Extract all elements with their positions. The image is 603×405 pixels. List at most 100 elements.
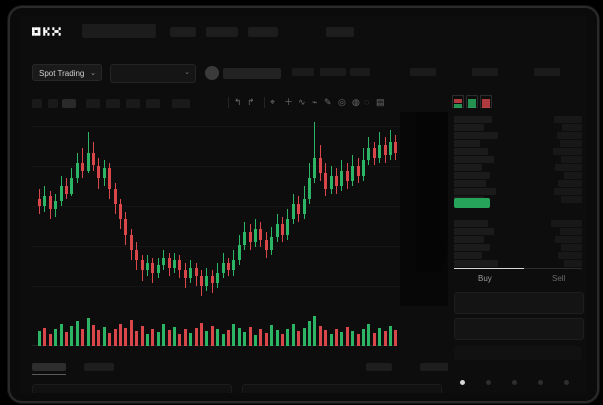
trade-mode-selector[interactable]: Spot Trading ⌄ [32,64,102,81]
orderbook-both-icon[interactable] [452,95,464,108]
timeframe-5[interactable] [106,99,120,108]
candle-wick [265,232,267,258]
pagination-dot-2[interactable] [486,380,491,385]
nav-item-3[interactable] [248,27,278,37]
candle [302,185,306,220]
volume-bar [156,331,160,346]
orderbook-row[interactable] [454,124,484,131]
eye-icon[interactable]: ◍ [352,97,360,107]
candle-wick [49,191,51,220]
volume-bar [302,327,306,346]
trash-icon[interactable]: ▤ [376,97,385,107]
pagination-dot-5[interactable] [564,380,569,385]
volume-bar [183,329,187,346]
nav-item-4[interactable] [326,27,354,37]
candle-wick [330,165,332,194]
timeframe-3[interactable] [62,99,76,108]
timeframe-1[interactable] [32,99,42,108]
volume-bar [59,324,63,346]
candle-wick [60,175,62,207]
volume-bar [151,328,155,346]
search-input[interactable] [82,24,156,38]
orders-panel-right[interactable] [242,384,442,393]
okx-logo[interactable] [32,25,74,38]
orderbook-row-size [559,140,582,147]
cursor-icon[interactable]: ⌖ [270,97,276,107]
tab-buy[interactable]: Buy [478,274,492,283]
pair-selector[interactable]: ⌄ [110,64,196,83]
orderbook-row[interactable] [454,164,482,171]
timeframe-7[interactable] [146,99,160,108]
orderbook-row[interactable] [454,236,484,243]
nav-item-2[interactable] [206,27,238,37]
candle-wick [314,122,316,184]
fib-icon[interactable]: ⌁ [312,97,318,107]
volume-bar [92,325,95,346]
tab-settings[interactable] [420,363,450,371]
orderbook-row[interactable] [454,132,498,139]
volume-bar [281,334,284,346]
orderbook-bids-icon[interactable] [466,95,478,108]
buy-tab-underline [454,268,524,269]
pagination-dot-3[interactable] [512,380,517,385]
nav-item-1[interactable] [170,27,196,37]
candle-wick [163,249,165,271]
timeframe-2[interactable] [48,99,58,108]
volume-bar [248,326,252,346]
indicator-button[interactable] [172,99,190,108]
candle-wick [373,142,375,166]
candle [167,252,171,276]
candle-wick [260,221,262,248]
orderbook-row[interactable] [454,172,490,179]
magnet-icon[interactable]: ◎ [338,97,346,107]
candle [340,160,344,192]
lock-icon[interactable]: ◌ [364,97,370,107]
volume-bar [146,333,149,346]
orderbook-row[interactable] [454,188,496,195]
orderbook-row[interactable] [454,140,480,147]
orderbook-row[interactable] [454,148,488,155]
candle [351,155,355,186]
candle-wick [130,229,132,261]
orderbook-row[interactable] [454,116,492,123]
order-amount-field[interactable] [454,318,584,340]
candle-wick [66,178,67,199]
candle [194,262,198,286]
candle-wick [255,219,256,248]
tab-sell[interactable]: Sell [552,274,566,283]
volume-bar [162,324,166,346]
pagination-dot-4[interactable] [538,380,543,385]
orderbook-row[interactable] [454,220,488,227]
volume-bar [205,331,209,346]
undo-icon[interactable]: ↰ [234,97,242,107]
orderbook-row[interactable] [454,180,486,187]
tab-filter[interactable] [366,363,392,371]
orderbook-selected-price[interactable] [454,198,490,208]
orders-panel-left[interactable] [32,384,232,393]
orderbook-row[interactable] [454,228,494,235]
volume-bar [394,330,398,346]
pagination-dot-1[interactable] [460,380,465,385]
volume-bar [345,326,349,346]
orderbook-row[interactable] [454,156,494,163]
orderbook-row[interactable] [454,252,482,259]
candle-wick [168,252,170,276]
timeframe-4[interactable] [86,99,100,108]
order-price-field[interactable] [454,292,584,314]
top-navigation-bar [20,16,587,46]
orderbook-row[interactable] [454,244,490,251]
redo-icon[interactable]: ↱ [247,97,255,107]
orderbook-row-size [554,188,582,195]
trade-mode-label: Spot Trading [39,69,85,78]
crosshair-icon[interactable]: ＋ [284,97,294,107]
tab-order-history[interactable] [84,363,114,371]
tab-open-orders[interactable] [32,363,66,375]
orderbook-asks-icon[interactable] [480,95,492,108]
candle [394,134,398,161]
trendline-icon[interactable]: ∿ [298,97,306,107]
candle-wick [228,257,229,276]
brush-icon[interactable]: ✎ [324,97,332,107]
orderbook-row[interactable] [454,260,498,267]
candlestick-chart[interactable] [32,114,440,304]
timeframe-6[interactable] [126,99,140,108]
